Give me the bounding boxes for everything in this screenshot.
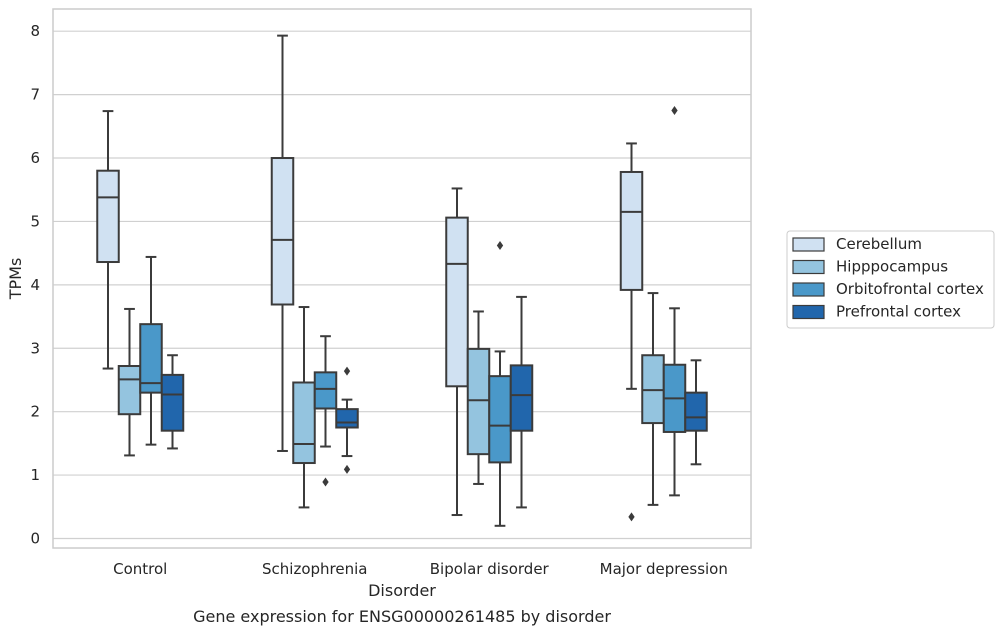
y-tick-label: 0 xyxy=(30,529,40,547)
box xyxy=(466,347,491,456)
y-tick-label: 1 xyxy=(30,466,40,484)
x-tick-label: Bipolar disorder xyxy=(430,560,550,578)
legend-label: Cerebellum xyxy=(836,235,922,253)
legend-item: Orbitofrontal cortex xyxy=(792,280,984,298)
outlier-point xyxy=(343,464,351,474)
box-plot xyxy=(96,110,120,370)
y-axis-label: TPMs xyxy=(6,258,25,301)
legend-frame xyxy=(786,230,995,329)
x-tick-label: Major depression xyxy=(600,560,728,578)
legend-swatch xyxy=(792,237,825,252)
box-plot xyxy=(292,306,316,509)
box xyxy=(488,375,512,464)
box-plot xyxy=(509,295,534,509)
x-axis-label: Disorder xyxy=(368,581,436,600)
x-tick-label: Control xyxy=(113,560,167,578)
legend-label: Prefrontal cortex xyxy=(836,303,961,321)
box xyxy=(313,371,338,410)
x-tick-label: Schizophrenia xyxy=(262,560,367,578)
y-tick-label: 6 xyxy=(30,149,40,167)
legend-label: Hipppocampus xyxy=(836,258,948,276)
box xyxy=(160,373,185,432)
legend-swatch xyxy=(792,259,825,275)
legend-item: Cerebellum xyxy=(792,235,922,253)
y-tick-label: 3 xyxy=(30,339,40,357)
box-plot xyxy=(160,354,185,450)
box-plot xyxy=(270,34,295,452)
legend-item: Hipppocampus xyxy=(792,258,948,276)
grid xyxy=(53,30,751,540)
box-plot xyxy=(313,335,338,487)
box xyxy=(117,365,142,416)
outlier-point xyxy=(322,477,329,487)
legend: Cerebellum Hipppocampus Orbitofrontal cort… xyxy=(786,230,995,329)
box-plot xyxy=(488,241,512,527)
box xyxy=(292,381,316,465)
plot-frame xyxy=(52,8,752,549)
box-plot xyxy=(335,366,359,474)
box xyxy=(96,169,120,264)
outlier-point xyxy=(628,512,635,522)
box xyxy=(139,323,163,394)
outlier-point xyxy=(496,241,504,251)
box-plots xyxy=(96,34,708,527)
legend-item: Prefrontal cortex xyxy=(792,303,961,321)
box xyxy=(619,170,644,291)
outlier-point xyxy=(343,366,351,376)
box xyxy=(509,364,534,432)
y-tick-label: 5 xyxy=(30,212,40,230)
box-plot xyxy=(466,310,491,485)
box-plot xyxy=(139,255,163,446)
y-axis-ticks: 0 1 2 3 4 5 6 7 8 xyxy=(30,22,40,547)
box-plot xyxy=(641,292,665,506)
outlier-point xyxy=(671,105,678,115)
box xyxy=(335,408,359,429)
y-tick-label: 2 xyxy=(30,403,40,421)
box-plot xyxy=(619,142,644,522)
chart-caption: Gene expression for ENSG00000261485 by d… xyxy=(193,607,611,626)
legend-swatch xyxy=(792,282,825,297)
box xyxy=(445,216,469,388)
box-plot xyxy=(117,307,142,457)
y-tick-label: 4 xyxy=(30,276,40,294)
y-tick-label: 8 xyxy=(30,22,40,40)
box xyxy=(270,157,295,306)
box xyxy=(684,391,708,432)
box-plot xyxy=(662,105,687,497)
legend-label: Orbitofrontal cortex xyxy=(836,280,984,298)
legend-swatch xyxy=(792,304,825,320)
box-plot xyxy=(684,359,708,466)
x-axis-ticks: Control Schizophrenia Bipolar disorder Majo… xyxy=(113,560,728,578)
y-tick-label: 7 xyxy=(30,86,40,104)
box-plot xyxy=(445,187,469,517)
